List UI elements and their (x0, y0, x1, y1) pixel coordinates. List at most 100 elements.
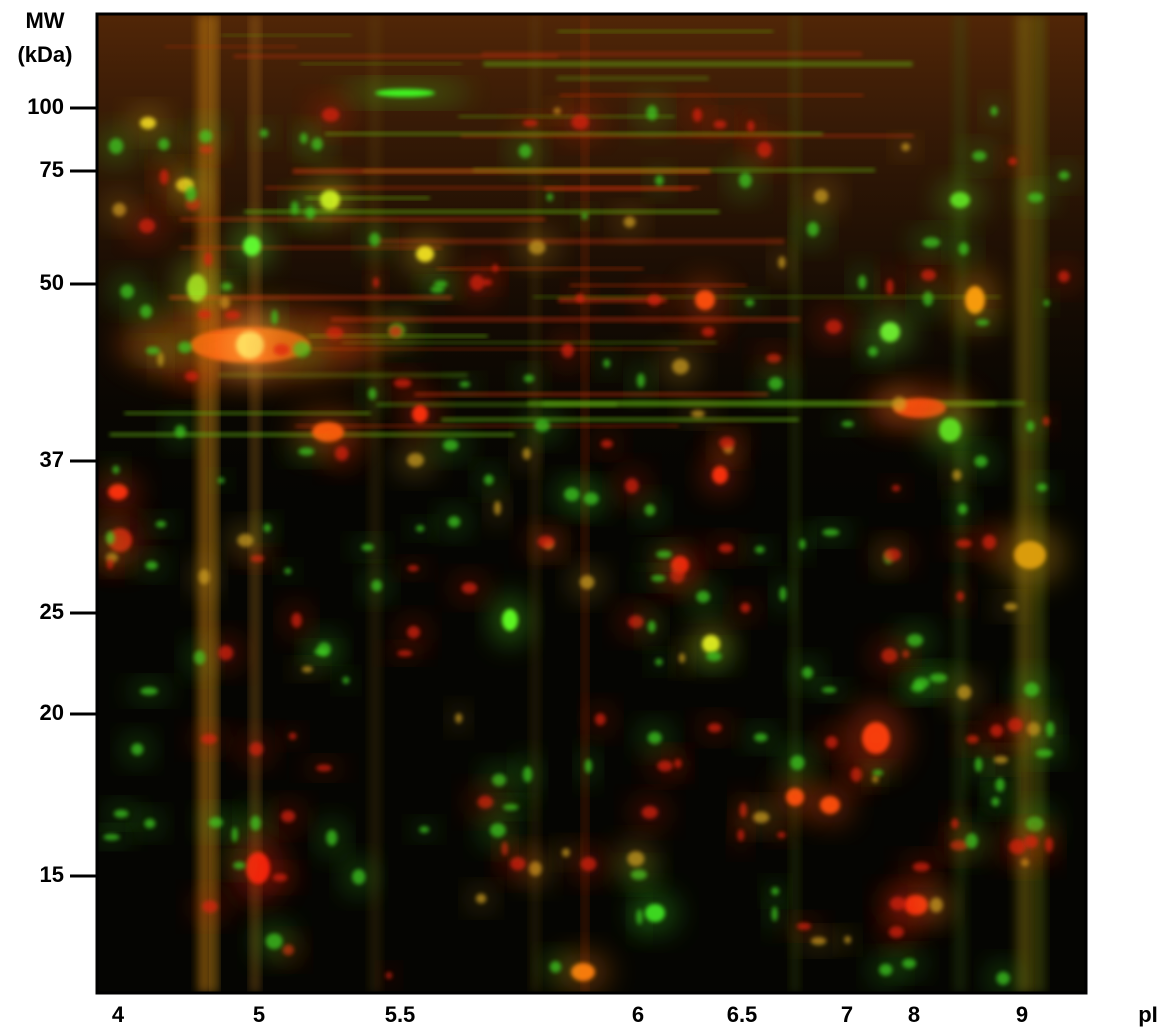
x-tick-label: 5.5 (385, 1002, 416, 1027)
y-tick-label: 100 (27, 94, 64, 119)
gel-spot (321, 107, 340, 122)
gel-spot (995, 777, 1005, 792)
gel-spot (534, 419, 550, 432)
gel-spot (246, 852, 270, 884)
y-axis-title: (kDa) (17, 42, 72, 67)
gel-spot (375, 89, 435, 97)
gel-spot (314, 648, 328, 656)
gel-spot (1014, 541, 1046, 569)
gel-spot (820, 796, 840, 814)
gel-band (221, 34, 352, 37)
gel-band (292, 168, 711, 174)
gel-spot (224, 310, 241, 320)
gel-spot (678, 652, 686, 664)
gel-spot (1036, 483, 1048, 492)
gel-spot (492, 264, 499, 273)
x-tick-label: 5 (253, 1002, 265, 1027)
gel-spot (502, 609, 518, 631)
gel-spot (1035, 749, 1053, 758)
gel-spot (738, 172, 752, 188)
gel-spot (965, 286, 985, 314)
gel-spot (259, 129, 269, 138)
gel-spot (140, 687, 158, 696)
x-tick-label: 6 (632, 1002, 644, 1027)
gel-spot (872, 775, 879, 783)
gel-spot (120, 284, 134, 299)
gel-spot (850, 767, 862, 782)
gel-spot (397, 650, 413, 657)
gel-spot (537, 535, 555, 548)
gel-spot (1007, 717, 1023, 733)
gel-spot (603, 358, 611, 368)
y-tick-label: 37 (40, 447, 64, 472)
gel-spot (145, 561, 158, 570)
gel-spot (455, 713, 463, 724)
gel-band (556, 76, 709, 81)
gel-spot (1004, 602, 1018, 611)
gel-spot (777, 831, 786, 839)
gel-spot (221, 282, 233, 291)
gel-spot (311, 137, 323, 151)
gel-spot (407, 565, 419, 572)
gel-spot (692, 108, 703, 122)
gel-spot (571, 114, 589, 130)
gel-spot (906, 633, 924, 647)
gel-spot (879, 963, 893, 976)
gel-spot (993, 755, 1009, 764)
gel-spot (790, 755, 805, 771)
gel-band (527, 400, 1025, 406)
gel-spot (139, 304, 153, 319)
gel-spot (273, 343, 290, 356)
gel-spot (185, 371, 199, 382)
gel-spot (202, 900, 218, 913)
gel-spot (713, 120, 727, 129)
gel-spot (510, 857, 526, 871)
gel-spot (745, 298, 755, 307)
gel-spot (236, 331, 264, 359)
gel-spot (786, 788, 804, 806)
gel-spot (584, 759, 593, 774)
gel-spot (265, 933, 283, 950)
gel-spot (975, 319, 990, 326)
gel-spot (912, 862, 930, 872)
gel-band (264, 186, 700, 190)
gel-spot (416, 246, 434, 262)
gel-spot (131, 743, 144, 756)
gel-spot (581, 212, 589, 220)
gel-spot (312, 422, 344, 442)
gel-spot (528, 240, 546, 255)
gel-spot (477, 795, 494, 809)
gel-spot (623, 216, 636, 228)
gel-spot (219, 296, 230, 310)
gel-spot (415, 525, 425, 532)
gel-band (330, 317, 800, 322)
gel-band (558, 297, 667, 303)
gel-spot (1058, 170, 1070, 181)
gel-spot (106, 558, 114, 570)
gel-spot (902, 958, 917, 969)
gel-spot (522, 766, 533, 783)
gel-spot (891, 484, 901, 492)
gel-spot (459, 381, 471, 388)
gel-spot (231, 826, 238, 843)
gel-spot (956, 591, 965, 602)
gel-spot (301, 666, 313, 673)
gel-spot (952, 469, 962, 481)
gel-spot (801, 666, 814, 679)
gel-spot (892, 396, 907, 412)
gel-spot (821, 686, 837, 693)
gel-spot (493, 500, 502, 516)
gel-spot (502, 803, 519, 811)
gel-spot (862, 722, 890, 754)
gel-spot (647, 620, 656, 633)
gel-band (533, 295, 1001, 299)
gel-spot (884, 548, 901, 562)
gel-spot (957, 685, 972, 700)
gel-spot (393, 378, 412, 388)
gel-spot (197, 309, 212, 319)
gel-spot (641, 806, 658, 819)
gel-spot (208, 817, 223, 828)
x-tick-label: 8 (908, 1002, 920, 1027)
gel-spot (112, 202, 126, 217)
